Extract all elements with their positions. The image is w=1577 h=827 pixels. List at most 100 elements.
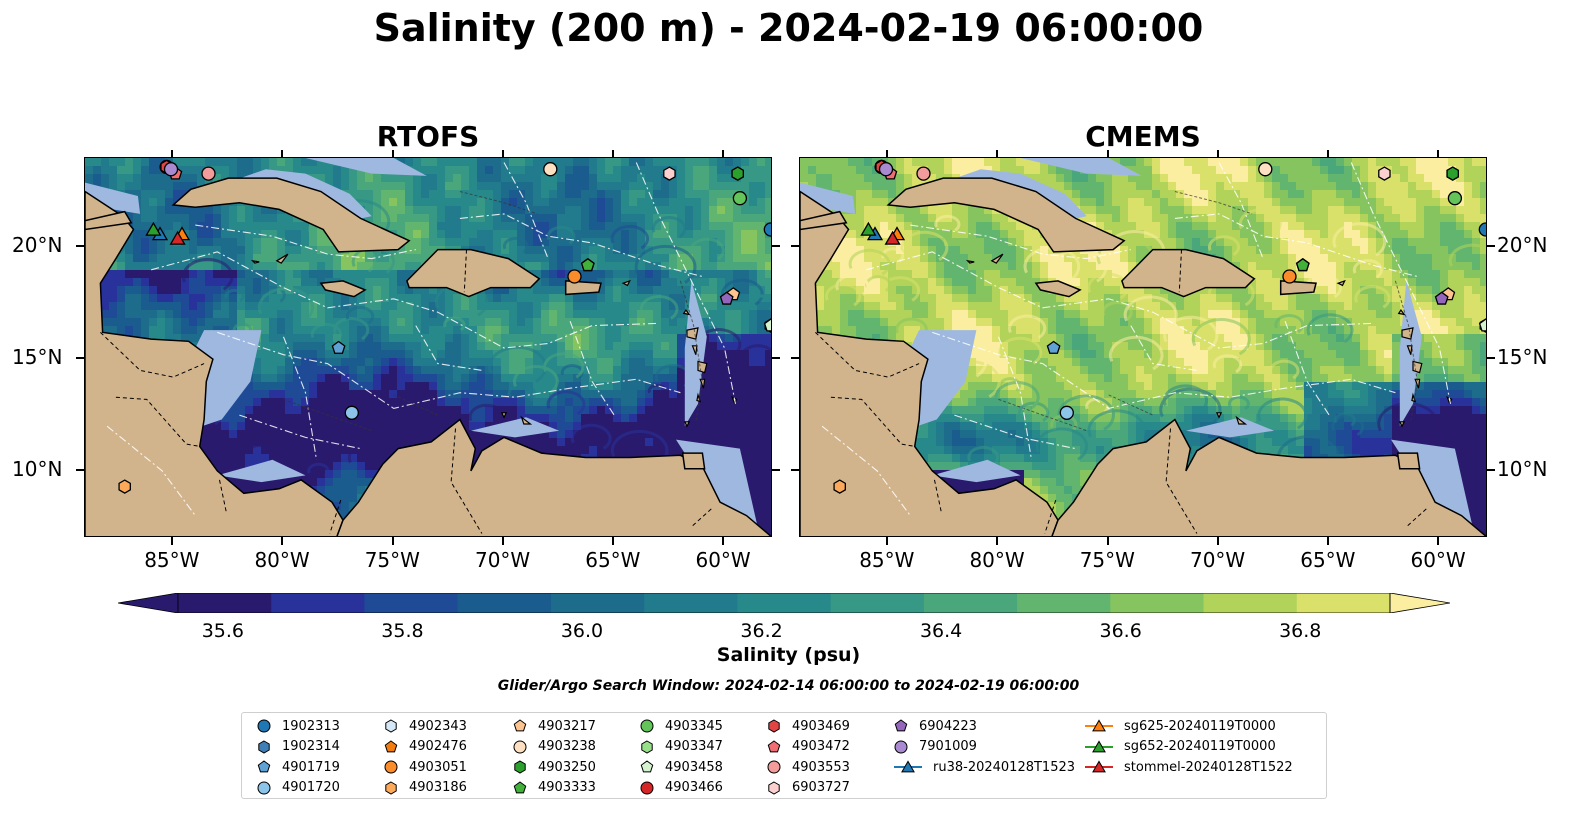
legend-label: sg625-20240119T0000 (1124, 718, 1276, 734)
legend-item: 6903727 (766, 778, 850, 799)
hexagon-marker-icon (768, 781, 780, 795)
platform-marker[interactable] (344, 405, 359, 420)
rtofs-platform-markers (118, 159, 772, 494)
platform-marker[interactable] (1478, 318, 1487, 332)
colorbar-segment (457, 593, 552, 613)
lon-tick-mark (1106, 537, 1109, 545)
platform-marker[interactable] (719, 291, 734, 305)
platform-marker[interactable] (163, 162, 179, 177)
lon-tick-mark (612, 537, 615, 545)
platform-marker[interactable] (732, 191, 748, 206)
lon-tick-label: 85°W (144, 548, 200, 572)
platform-marker[interactable] (916, 166, 931, 181)
lat-tick-label: 10°N (1497, 456, 1548, 481)
lon-tick-label: 80°W (254, 548, 310, 572)
platform-marker[interactable] (567, 269, 582, 284)
lon-tick-mark (281, 150, 284, 158)
legend-item: ru38-20240128T1523 (893, 757, 1075, 778)
pentagon-marker-icon (513, 719, 527, 732)
legend-item: 6904223 (893, 716, 1075, 737)
lon-tick-label: 70°W (474, 548, 531, 572)
pentagon-marker-icon (640, 760, 654, 773)
colorbar-gradient (117, 592, 1451, 614)
platform-marker[interactable] (731, 166, 744, 181)
platform-marker[interactable] (763, 222, 772, 237)
circle-marker-icon (257, 719, 271, 733)
platform-marker[interactable] (763, 318, 772, 332)
legend-label: 7901009 (919, 739, 977, 755)
hexagon-marker-icon (514, 760, 526, 774)
colorbar-segment (1203, 593, 1298, 613)
lon-tick-mark (501, 537, 504, 545)
rtofs-salinity-map[interactable] (84, 157, 772, 537)
lon-tick-mark (391, 150, 394, 158)
legend-column: 4902343 4902476 4903051 4903186 (383, 716, 467, 798)
hexagon-marker-icon (641, 740, 653, 754)
land-trinidad (1396, 452, 1421, 470)
pentagon-marker-icon (257, 760, 271, 773)
colorbar-tick-label: 35.6 (201, 620, 245, 642)
legend-label: 4903238 (538, 739, 596, 755)
legend-label: 1902313 (282, 718, 340, 734)
legend-label: 4902476 (409, 739, 467, 755)
land-hispaniola (406, 248, 541, 298)
legend-label: 4903472 (792, 739, 850, 755)
legend-label: 1902314 (282, 739, 340, 755)
platform-marker[interactable] (1478, 222, 1487, 237)
legend-item: 4901719 (256, 757, 340, 778)
legend-label: 4903051 (409, 759, 467, 775)
cmems-eddy-patterns (800, 208, 1486, 475)
circle-marker-icon (894, 740, 908, 754)
legend-label: stommel-20240128T1522 (1124, 759, 1293, 775)
legend-item: 4901720 (256, 778, 340, 799)
platform-marker[interactable] (878, 162, 894, 177)
lat-tick-label: 20°N (12, 233, 63, 258)
platform-marker[interactable] (118, 479, 131, 494)
rtofs-eez-lines (106, 162, 737, 516)
platform-marker[interactable] (201, 166, 216, 181)
colorbar-segment (1017, 593, 1111, 613)
platform-marker[interactable] (1447, 191, 1463, 206)
lon-tick-mark (722, 150, 725, 158)
lon-tick-mark (996, 150, 999, 158)
platform-marker[interactable] (1295, 257, 1310, 272)
cmems-eez-lines (821, 162, 1452, 516)
platform-marker[interactable] (145, 221, 162, 236)
legend-item: 4903250 (512, 757, 596, 778)
lat-tick-mark (772, 468, 780, 471)
platform-marker[interactable] (1046, 340, 1061, 354)
cmems-salinity-map[interactable] (799, 157, 1487, 537)
land-hispaniola (1121, 248, 1256, 298)
platform-marker[interactable] (860, 221, 877, 236)
lat-tick-mark (76, 245, 84, 248)
colorbar-tick-label: 36.8 (1279, 620, 1322, 642)
platform-marker[interactable] (1282, 269, 1297, 284)
legend-item: sg652-20240119T0000 (1084, 737, 1293, 758)
rtofs-bathymetry-contours (283, 191, 703, 432)
platform-marker[interactable] (169, 230, 186, 245)
platform-marker[interactable] (1434, 291, 1449, 305)
lon-tick-mark (391, 537, 394, 545)
platform-marker[interactable] (1258, 162, 1273, 177)
legend-label: 4903217 (538, 718, 596, 734)
land-jamaica (319, 280, 367, 298)
platform-marker[interactable] (1446, 166, 1459, 181)
lat-tick-label: 15°N (12, 345, 63, 370)
legend-column: 4903345 4903347 4903458 4903466 (639, 716, 723, 798)
circle-marker-icon (384, 760, 398, 774)
platform-marker[interactable] (663, 166, 676, 181)
platform-marker[interactable] (580, 257, 595, 272)
platform-marker[interactable] (833, 479, 846, 494)
legend-item: 7901009 (893, 737, 1075, 758)
land-central (800, 190, 1059, 536)
lat-tick-mark (1487, 245, 1495, 248)
lat-tick-mark (76, 357, 84, 360)
cmems-map-canvas (800, 158, 1487, 536)
platform-marker[interactable] (884, 230, 901, 245)
lon-tick-label: 70°W (1189, 548, 1246, 572)
platform-marker[interactable] (543, 162, 558, 177)
platform-marker[interactable] (331, 340, 346, 354)
lon-tick-label: 75°W (364, 548, 420, 572)
platform-marker[interactable] (1059, 405, 1074, 420)
platform-marker[interactable] (1378, 166, 1391, 181)
